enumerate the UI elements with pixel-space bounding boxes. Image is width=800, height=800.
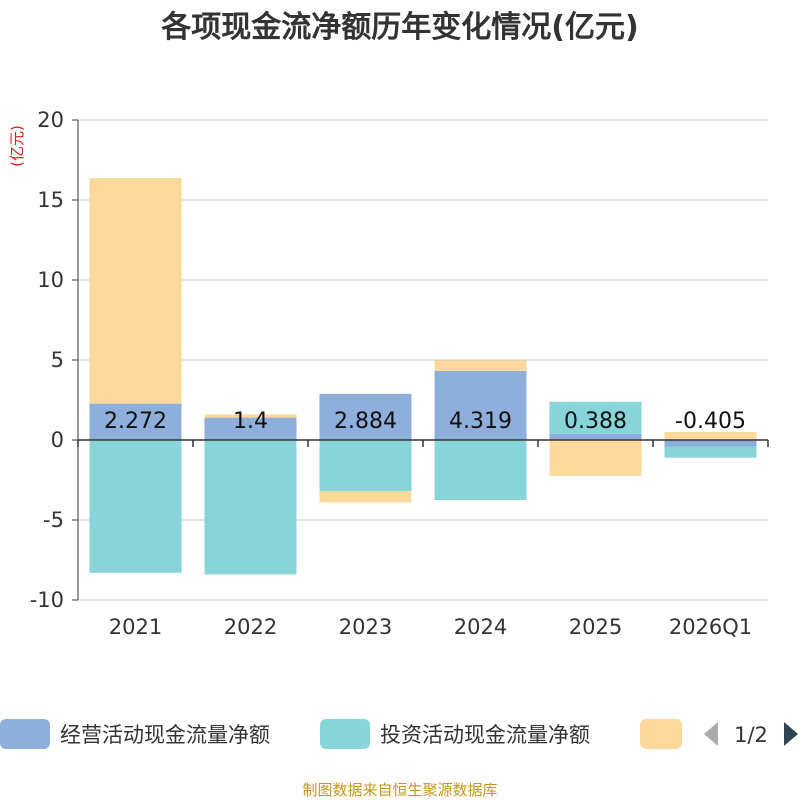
bar-segment <box>434 360 527 371</box>
bar-segment <box>664 432 757 440</box>
bar-segment <box>664 440 757 447</box>
data-label: 0.388 <box>564 409 627 434</box>
data-label: 2.884 <box>334 409 397 434</box>
y-tick-label: 15 <box>37 188 64 212</box>
x-tick-label: 2024 <box>454 615 507 639</box>
bar-segment <box>89 178 182 404</box>
bar-segment <box>89 403 182 440</box>
bars <box>89 178 757 575</box>
bar-segment <box>434 440 527 500</box>
x-tick-label: 2022 <box>224 615 277 639</box>
legend-swatch[interactable] <box>640 719 682 749</box>
y-tick-label: 5 <box>51 348 64 372</box>
bar-segment <box>549 401 642 434</box>
bar-segment <box>204 440 297 575</box>
bar-segment <box>549 440 642 476</box>
source-note: 制图数据来自恒生聚源数据库 <box>302 781 497 799</box>
gridlines <box>78 119 768 601</box>
data-label: 1.4 <box>233 409 268 434</box>
data-label: 2.272 <box>104 409 167 434</box>
legend-next-icon[interactable] <box>784 722 798 746</box>
x-tick-label: 2025 <box>569 615 622 639</box>
bar-segment <box>319 491 412 503</box>
legend-swatch[interactable] <box>0 719 50 749</box>
legend-swatch[interactable] <box>320 719 370 749</box>
y-tick-label: -10 <box>30 588 64 612</box>
data-labels: 2.272 1.4 2.884 4.319 0.388 -0.405 <box>104 409 746 434</box>
bar-segment <box>664 446 757 458</box>
y-tick-label: 20 <box>37 108 64 132</box>
legend-page-indicator: 1/2 <box>734 723 768 747</box>
y-tick-label: 10 <box>37 268 64 292</box>
bar-segment <box>549 433 642 440</box>
legend-prev-icon[interactable] <box>704 722 718 746</box>
x-tick-label: 2026Q1 <box>669 615 752 639</box>
y-tick-label: 0 <box>51 428 64 452</box>
data-label: -0.405 <box>675 409 746 434</box>
bar-segment <box>319 393 412 440</box>
legend-pager: 1/2 <box>704 722 798 747</box>
bar-segment <box>89 440 182 573</box>
legend-label[interactable]: 投资活动现金流量净额 <box>380 723 590 747</box>
axes: -10 -5 0 5 10 15 20 2021 2022 2023 2024 2025 2026Q1 <box>30 108 769 639</box>
x-tick-label: 2021 <box>109 615 162 639</box>
legend-label[interactable]: 经营活动现金流量净额 <box>60 723 270 747</box>
bar-segment <box>319 440 412 492</box>
data-label: 4.319 <box>449 409 512 434</box>
chart-title: 各项现金流净额历年变化情况(亿元) <box>160 10 638 45</box>
bar-segment <box>204 414 297 418</box>
bar-segment <box>204 417 297 440</box>
y-axis-label: (亿元) <box>8 125 26 167</box>
y-tick-label: -5 <box>43 508 64 532</box>
legend: 经营活动现金流量净额 投资活动现金流量净额 <box>0 719 682 749</box>
bar-segment <box>434 370 527 440</box>
x-tick-label: 2023 <box>339 615 392 639</box>
